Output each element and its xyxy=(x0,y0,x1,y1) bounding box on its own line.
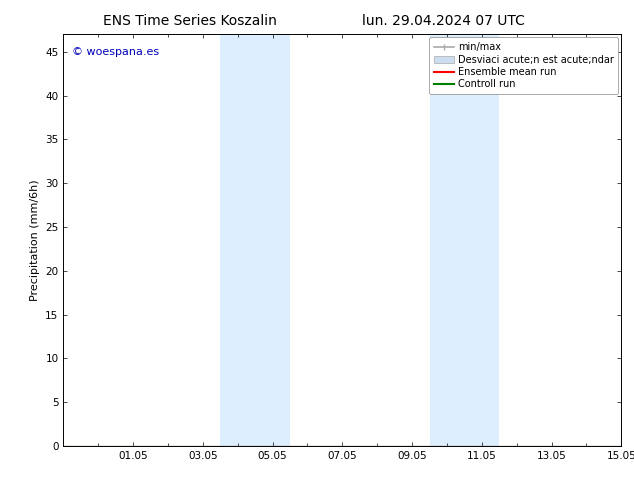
Y-axis label: Precipitation (mm/6h): Precipitation (mm/6h) xyxy=(30,179,40,301)
Legend: min/max, Desviaci acute;n est acute;ndar, Ensemble mean run, Controll run: min/max, Desviaci acute;n est acute;ndar… xyxy=(429,37,618,94)
Bar xyxy=(221,34,290,446)
Text: ENS Time Series Koszalin: ENS Time Series Koszalin xyxy=(103,14,277,28)
Bar xyxy=(429,34,500,446)
Text: © woespana.es: © woespana.es xyxy=(72,47,159,57)
Text: lun. 29.04.2024 07 UTC: lun. 29.04.2024 07 UTC xyxy=(363,14,525,28)
